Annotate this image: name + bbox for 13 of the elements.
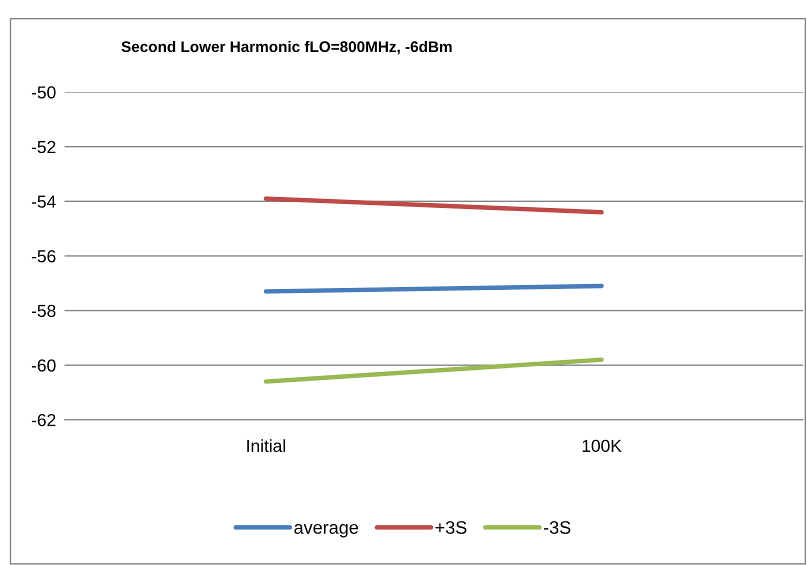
legend-label: -3S	[544, 521, 570, 534]
chart-title: Second Lower Harmonic fLO=800MHz, -6dBm	[121, 40, 452, 54]
legend-label: +3S	[436, 521, 466, 534]
y-tick-label: -56	[32, 250, 56, 262]
y-tick-label: -50	[32, 86, 56, 99]
y-tick-label: -58	[32, 304, 56, 318]
y-tick-label: -62	[32, 414, 56, 426]
x-tick-label: Initial	[247, 439, 286, 452]
x-tick-label: 100K	[582, 440, 622, 452]
y-tick-label: -54	[32, 196, 56, 208]
y-tick-label: -60	[32, 359, 56, 372]
y-tick-label: -52	[32, 140, 56, 154]
legend-label: average	[294, 524, 358, 538]
